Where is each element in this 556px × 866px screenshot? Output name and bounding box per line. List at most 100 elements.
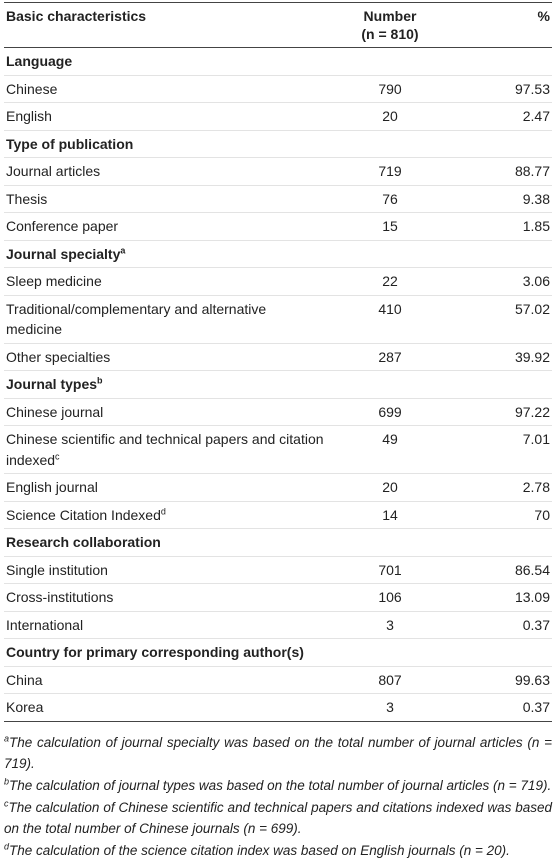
data-row: Sleep medicine 22 3.06	[4, 267, 552, 296]
percent-cell: 99.63	[452, 666, 552, 694]
data-row: Korea 3 0.37	[4, 693, 552, 722]
percent-cell: 7.01	[452, 425, 552, 474]
section-title: Journal types	[6, 376, 98, 392]
number-cell: 807	[328, 666, 452, 694]
data-row: English journal 20 2.78	[4, 473, 552, 502]
label-cell: Korea	[4, 693, 328, 722]
data-row: Thesis 76 9.38	[4, 185, 552, 213]
footnote: aThe calculation of journal specialty wa…	[4, 732, 552, 774]
percent-cell: 0.37	[452, 693, 552, 722]
row-label: Chinese scientific and technical papers …	[6, 431, 324, 468]
data-row: Chinese journal 699 97.22	[4, 398, 552, 426]
section-cell: Journal typesb	[4, 370, 552, 399]
label-cell: Chinese journal	[4, 398, 328, 426]
header-text: Number	[363, 8, 417, 24]
section-row: Country for primary corresponding author…	[4, 638, 552, 667]
footnote-text: The calculation of the science citation …	[9, 842, 510, 858]
footnote-marker: b	[4, 776, 10, 786]
table-header: Basic characteristics Number (n = 810) %	[4, 2, 552, 48]
percent-cell: 3.06	[452, 267, 552, 296]
percent-cell: 39.92	[452, 343, 552, 371]
number-cell: 22	[328, 267, 452, 296]
data-row: Chinese scientific and technical papers …	[4, 425, 552, 474]
data-row: Journal articles 719 88.77	[4, 157, 552, 186]
data-row: Science Citation Indexedd 14 70	[4, 501, 552, 529]
data-row: Chinese 790 97.53	[4, 75, 552, 103]
number-cell: 20	[328, 473, 452, 502]
percent-cell: 88.77	[452, 157, 552, 186]
footnote-text: The calculation of journal specialty was…	[4, 734, 552, 771]
row-label: English	[6, 108, 52, 124]
number-cell: 3	[328, 611, 452, 639]
label-cell: Chinese	[4, 75, 328, 103]
number-cell: 76	[328, 185, 452, 213]
row-label: English journal	[6, 479, 98, 495]
label-cell: Traditional/complementary and alternativ…	[4, 295, 328, 344]
row-label: Science Citation Indexed	[6, 506, 161, 523]
percent-cell: 57.02	[452, 295, 552, 344]
percent-cell: 97.22	[452, 398, 552, 426]
row-label: International	[6, 616, 84, 633]
label-cell: English	[4, 102, 328, 131]
row-label: Thesis	[6, 190, 48, 207]
label-cell: International	[4, 611, 328, 639]
footnote-marker: b	[97, 375, 103, 386]
number-cell: 719	[328, 157, 452, 186]
data-row: Single institution 701 86.54	[4, 556, 552, 584]
label-cell: Science Citation Indexedd	[4, 501, 328, 529]
label-cell: English journal	[4, 473, 328, 502]
label-cell: Chinese scientific and technical papers …	[4, 425, 328, 474]
number-cell: 49	[328, 425, 452, 474]
section-row: Type of publication	[4, 130, 552, 158]
row-label: Conference paper	[6, 218, 119, 234]
label-cell: Other specialties	[4, 343, 328, 371]
row-label: Korea	[6, 699, 44, 715]
number-cell: 20	[328, 102, 452, 131]
number-cell: 790	[328, 75, 452, 103]
section-title: Country for primary corresponding author…	[6, 644, 304, 660]
data-row: English 20 2.47	[4, 102, 552, 131]
characteristics-table: Basic characteristics Number (n = 810) % …	[4, 2, 552, 722]
footnote-marker: c	[4, 798, 9, 808]
section-cell: Research collaboration	[4, 528, 552, 557]
footnote-marker: a	[4, 733, 10, 743]
label-cell: China	[4, 666, 328, 694]
section-title: Type of publication	[6, 135, 134, 152]
footnote: dThe calculation of the science citation…	[4, 840, 552, 861]
label-cell: Thesis	[4, 185, 328, 213]
label-cell: Sleep medicine	[4, 267, 328, 296]
percent-cell: 0.37	[452, 611, 552, 639]
row-label: Other specialties	[6, 348, 111, 365]
section-row: Language	[4, 47, 552, 76]
footnote: bThe calculation of journal types was ba…	[4, 775, 552, 796]
label-cell: Single institution	[4, 556, 328, 584]
footnote-marker: a	[120, 244, 126, 255]
label-cell: Journal articles	[4, 157, 328, 186]
percent-cell: 9.38	[452, 185, 552, 213]
row-label: Chinese	[6, 80, 58, 97]
number-cell: 699	[328, 398, 452, 426]
data-row: Traditional/complementary and alternativ…	[4, 295, 552, 344]
section-row: Research collaboration	[4, 528, 552, 557]
header-row: Basic characteristics Number (n = 810) %	[4, 2, 552, 48]
row-label: Journal articles	[6, 163, 101, 179]
footnote-marker: c	[55, 450, 60, 461]
label-cell: Cross-institutions	[4, 583, 328, 612]
row-label: Single institution	[6, 561, 108, 578]
data-row: Conference paper 15 1.85	[4, 212, 552, 241]
percent-cell: 13.09	[452, 583, 552, 612]
section-title: Research collaboration	[6, 534, 161, 550]
section-title: Journal specialty	[6, 245, 121, 262]
footnotes: aThe calculation of journal specialty wa…	[4, 732, 552, 861]
data-row: Other specialties 287 39.92	[4, 343, 552, 371]
data-row: International 3 0.37	[4, 611, 552, 639]
footnote-marker: d	[4, 841, 10, 851]
header-cell: Number (n = 810)	[328, 3, 452, 48]
footnote: cThe calculation of Chinese scientific a…	[4, 797, 552, 839]
label-cell: Conference paper	[4, 212, 328, 241]
number-cell: 410	[328, 295, 452, 344]
data-row: Cross-institutions 106 13.09	[4, 583, 552, 612]
row-label: Traditional/complementary and alternativ…	[6, 300, 267, 338]
number-cell: 287	[328, 343, 452, 371]
number-cell: 106	[328, 583, 452, 612]
